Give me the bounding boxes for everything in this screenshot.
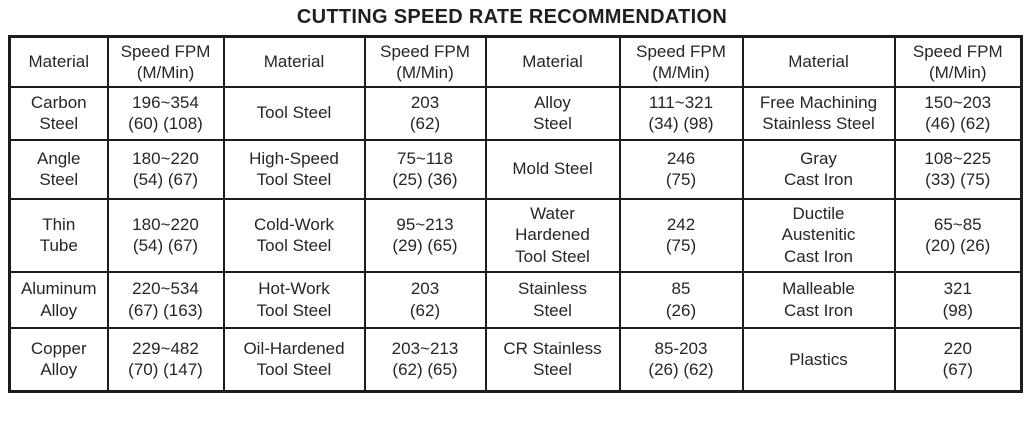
material-cell: Mold Steel bbox=[484, 138, 621, 200]
speed-cell: 203 (62) bbox=[363, 85, 487, 141]
header-row: Material Speed FPM (M/Min) Material Spee… bbox=[8, 35, 1023, 88]
table-row: Angle Steel 180~220 (54) (67) High-Speed… bbox=[8, 138, 1023, 200]
speed-cell: 75~118 (25) (36) bbox=[363, 138, 487, 200]
material-cell: Ductile Austenitic Cast Iron bbox=[741, 197, 896, 273]
material-cell: Aluminum Alloy bbox=[8, 270, 109, 329]
material-cell: Cold-Work Tool Steel bbox=[222, 197, 366, 273]
material-cell: Hot-Work Tool Steel bbox=[222, 270, 366, 329]
speed-cell: 220 (67) bbox=[893, 326, 1023, 393]
table-row: Carbon Steel 196~354 (60) (108) Tool Ste… bbox=[8, 85, 1023, 141]
material-cell: Stainless Steel bbox=[484, 270, 621, 329]
material-cell: Free Machining Stainless Steel bbox=[741, 85, 896, 141]
material-cell: Oil-Hardened Tool Steel bbox=[222, 326, 366, 393]
speed-cell: 246 (75) bbox=[618, 138, 744, 200]
page-title: CUTTING SPEED RATE RECOMMENDATION bbox=[296, 6, 728, 28]
speed-cell: 65~85 (20) (26) bbox=[893, 197, 1023, 273]
material-cell: CR Stainless Steel bbox=[484, 326, 621, 393]
speed-cell: 203~213 (62) (65) bbox=[363, 326, 487, 393]
speed-cell: 180~220 (54) (67) bbox=[106, 197, 225, 273]
table-row: Aluminum Alloy 220~534 (67) (163) Hot-Wo… bbox=[8, 270, 1023, 329]
material-cell: Carbon Steel bbox=[8, 85, 109, 141]
table-row: Copper Alloy 229~482 (70) (147) Oil-Hard… bbox=[8, 326, 1023, 393]
speed-cell: 150~203 (46) (62) bbox=[893, 85, 1023, 141]
speed-cell: 111~321 (34) (98) bbox=[618, 85, 744, 141]
material-cell: Thin Tube bbox=[8, 197, 109, 273]
speed-cell: 85 (26) bbox=[618, 270, 744, 329]
material-cell: High-Speed Tool Steel bbox=[222, 138, 366, 200]
material-cell: Water Hardened Tool Steel bbox=[484, 197, 621, 273]
column-header-material: Material bbox=[484, 35, 621, 88]
table-row: Thin Tube 180~220 (54) (67) Cold-Work To… bbox=[8, 197, 1023, 273]
speed-cell: 321 (98) bbox=[893, 270, 1023, 329]
material-cell: Alloy Steel bbox=[484, 85, 621, 141]
material-cell: Tool Steel bbox=[222, 85, 366, 141]
cutting-speed-table: Material Speed FPM (M/Min) Material Spee… bbox=[8, 35, 1023, 393]
column-header-speed: Speed FPM (M/Min) bbox=[893, 35, 1023, 88]
column-header-speed: Speed FPM (M/Min) bbox=[363, 35, 487, 88]
speed-cell: 196~354 (60) (108) bbox=[106, 85, 225, 141]
material-cell: Angle Steel bbox=[8, 138, 109, 200]
column-header-material: Material bbox=[8, 35, 109, 88]
speed-cell: 95~213 (29) (65) bbox=[363, 197, 487, 273]
material-cell: Plastics bbox=[741, 326, 896, 393]
speed-cell: 180~220 (54) (67) bbox=[106, 138, 225, 200]
speed-cell: 85-203 (26) (62) bbox=[618, 326, 744, 393]
material-cell: Copper Alloy bbox=[8, 326, 109, 393]
column-header-material: Material bbox=[741, 35, 896, 88]
material-cell: Gray Cast Iron bbox=[741, 138, 896, 200]
column-header-material: Material bbox=[222, 35, 366, 88]
column-header-speed: Speed FPM (M/Min) bbox=[618, 35, 744, 88]
speed-cell: 229~482 (70) (147) bbox=[106, 326, 225, 393]
speed-cell: 220~534 (67) (163) bbox=[106, 270, 225, 329]
speed-cell: 108~225 (33) (75) bbox=[893, 138, 1023, 200]
speed-cell: 242 (75) bbox=[618, 197, 744, 273]
column-header-speed: Speed FPM (M/Min) bbox=[106, 35, 225, 88]
material-cell: Malleable Cast Iron bbox=[741, 270, 896, 329]
speed-cell: 203 (62) bbox=[363, 270, 487, 329]
